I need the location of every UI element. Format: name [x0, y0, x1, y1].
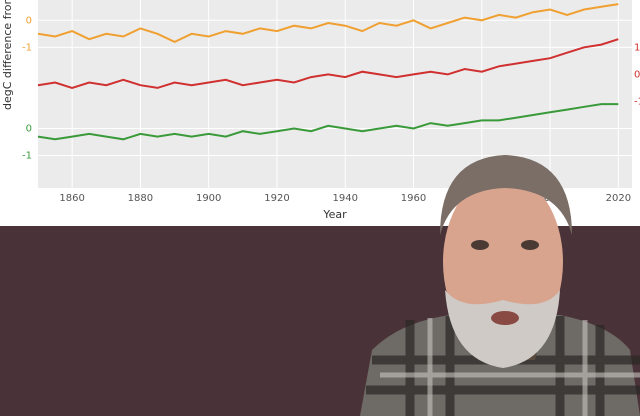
- x-tick-label: 2020: [606, 193, 631, 204]
- grid: [38, 0, 632, 188]
- hair: [440, 155, 572, 235]
- y-tick-label: 0: [26, 15, 32, 26]
- right-eye: [521, 240, 539, 250]
- mouth: [491, 311, 519, 325]
- x-tick-label: 1860: [59, 193, 84, 204]
- shirt-plaid-light: [380, 318, 640, 416]
- x-tick-label: 1880: [128, 193, 153, 204]
- x-axis-label: Year: [322, 208, 347, 221]
- series-line: [37, 38, 619, 89]
- y-tick-label: -1: [22, 42, 32, 53]
- series-line: [37, 3, 619, 44]
- y2-tick-label: -1: [634, 96, 640, 107]
- y2-tick-label: 1: [634, 42, 640, 53]
- x-tick-label: 1900: [196, 193, 221, 204]
- x-tick-label: 1940: [333, 193, 358, 204]
- beard: [445, 290, 560, 368]
- lines: [37, 3, 619, 141]
- y-tick-label: 0: [26, 123, 32, 134]
- plot-panel: [38, 0, 632, 188]
- left-eye: [471, 240, 489, 250]
- person: [360, 155, 640, 416]
- x-tick-label: 1960: [401, 193, 426, 204]
- x-tick-label: 1920: [264, 193, 289, 204]
- y-tick-label: -1: [22, 151, 32, 162]
- series-line: [37, 103, 619, 141]
- y-axis-label: degC difference from: [1, 0, 14, 110]
- y2-tick-label: 0: [634, 69, 640, 80]
